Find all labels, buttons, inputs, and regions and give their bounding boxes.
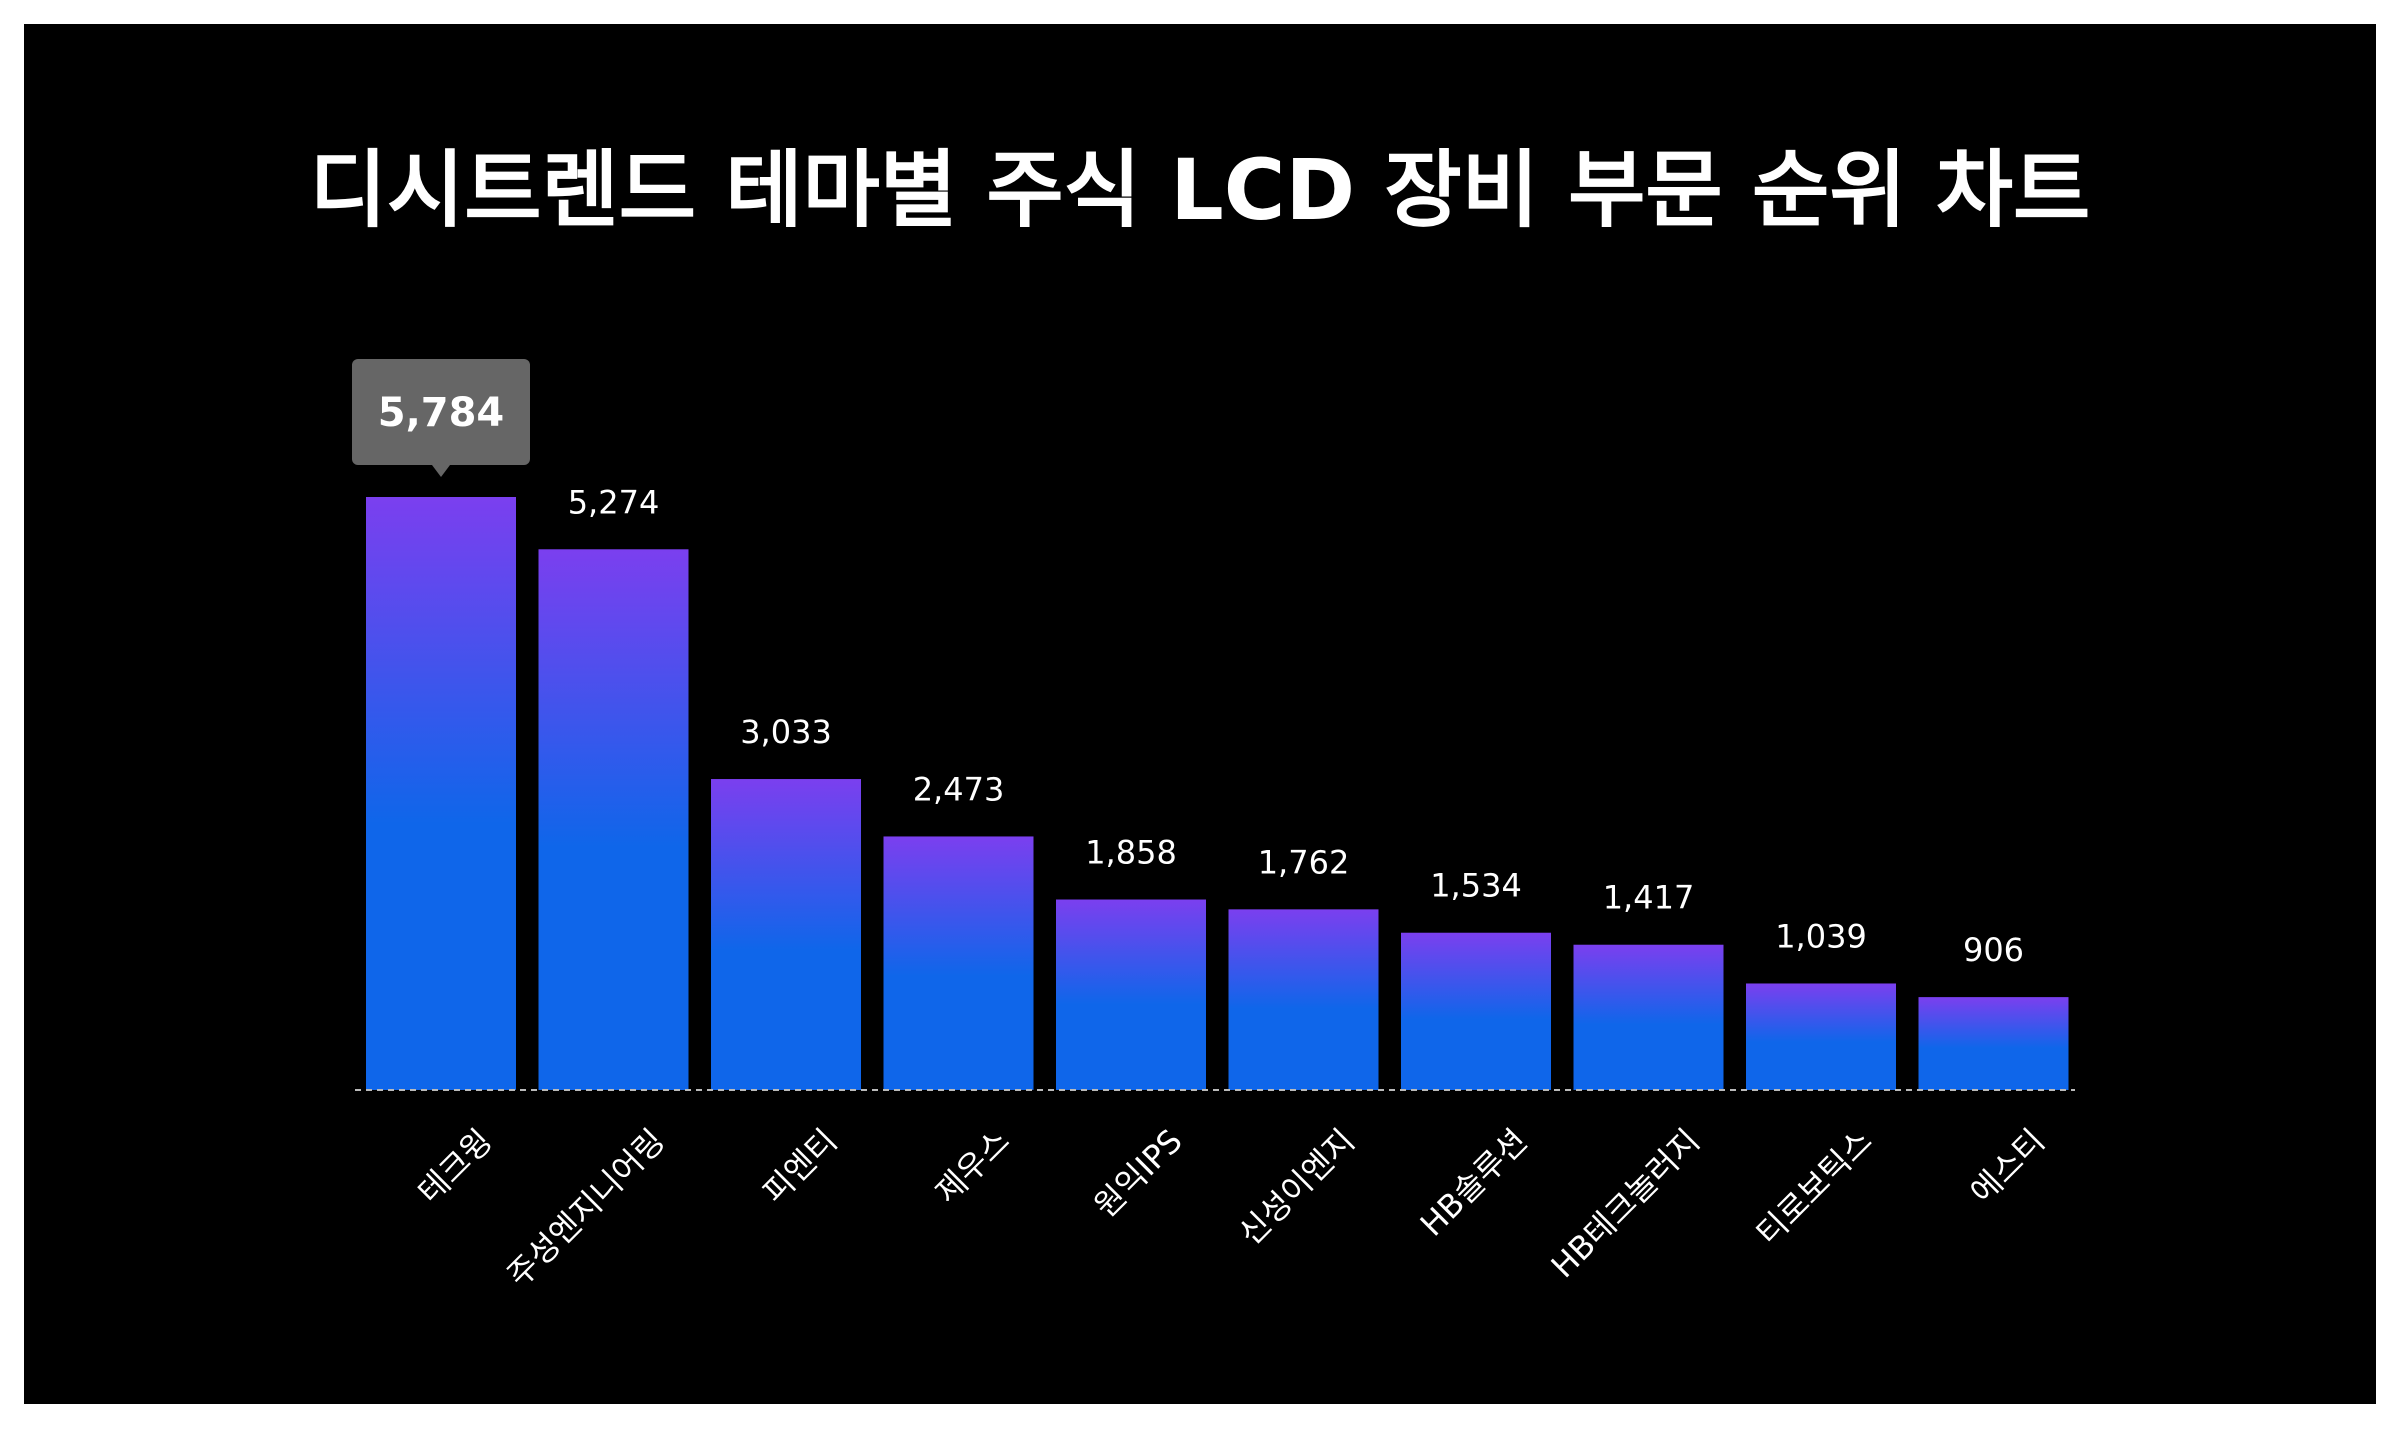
bar-10[interactable]: [1918, 997, 2069, 1090]
category-label-7: HB솔루션: [1413, 1122, 1535, 1244]
value-label-4: 2,473: [913, 770, 1005, 808]
category-label-6: 신성이엔지: [1231, 1122, 1362, 1253]
bar-8[interactable]: [1573, 944, 1724, 1090]
highlight-tooltip: 5,784: [352, 359, 530, 477]
category-labels-group: 테크윙 주성엔지니어링 피엔티 제우스 원익IPS 신성이엔지 HB솔루션 HB테크놀러지 티로…: [410, 1122, 2052, 1295]
bar-6[interactable]: [1228, 909, 1379, 1090]
category-label-5: 원익IPS: [1086, 1122, 1189, 1225]
bar-7[interactable]: [1401, 932, 1551, 1090]
value-label-3: 3,033: [740, 713, 832, 751]
tooltip-box: [352, 359, 530, 465]
bar-4[interactable]: [883, 836, 1034, 1090]
bar-5[interactable]: [1056, 899, 1206, 1090]
value-label-5: 1,858: [1085, 834, 1177, 872]
bar-1[interactable]: [366, 497, 516, 1090]
value-label-6: 1,762: [1258, 843, 1350, 881]
category-label-9: 티로보틱스: [1749, 1122, 1880, 1253]
bar-2[interactable]: [538, 549, 689, 1090]
category-label-10: 에스티: [1963, 1122, 2052, 1211]
tooltip-pointer: [432, 465, 450, 477]
category-label-8: HB테크놀러지: [1544, 1122, 1707, 1285]
bar-3[interactable]: [711, 779, 861, 1090]
category-label-4: 제우스: [928, 1122, 1017, 1211]
bars-group: [366, 497, 2069, 1090]
value-label-10: 906: [1963, 931, 2024, 969]
value-label-7: 1,534: [1430, 867, 1522, 905]
category-label-1: 테크윙: [410, 1122, 499, 1211]
bar-9[interactable]: [1746, 983, 1896, 1090]
category-label-3: 피엔티: [755, 1122, 844, 1211]
value-label-1: 5,784: [378, 390, 505, 436]
chart-title: 디시트렌드 테마별 주식 LCD 장비 부문 순위 차트: [309, 141, 2091, 239]
value-label-8: 1,417: [1603, 879, 1695, 917]
value-labels-group: 5,274 3,033 2,473 1,858 1,762 1,534 1,417 1,039…: [568, 483, 2024, 969]
value-label-9: 1,039: [1775, 917, 1867, 955]
category-label-2: 주성엔지니어링: [500, 1122, 673, 1295]
value-label-2: 5,274: [568, 483, 660, 521]
